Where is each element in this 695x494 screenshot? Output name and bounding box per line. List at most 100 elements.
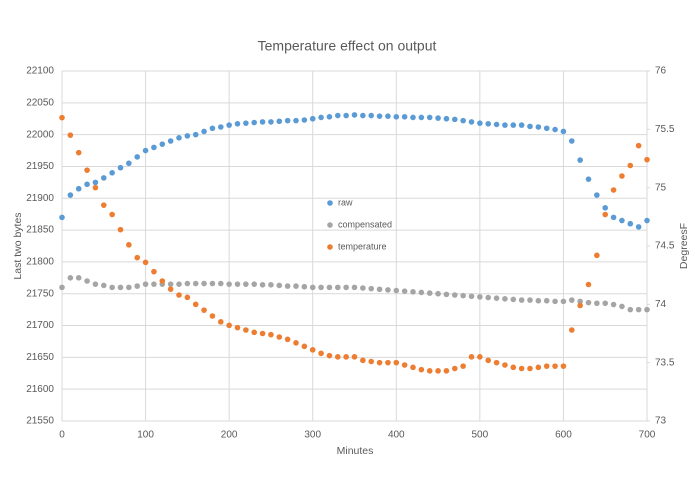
data-point xyxy=(75,275,82,281)
data-point xyxy=(84,167,90,173)
data-point xyxy=(326,284,333,291)
data-point xyxy=(234,281,241,287)
data-point xyxy=(435,290,441,297)
data-point xyxy=(560,363,567,369)
data-point xyxy=(594,192,600,198)
data-point xyxy=(234,324,241,331)
data-point xyxy=(360,357,366,364)
data-point xyxy=(610,187,617,193)
data-point xyxy=(309,115,316,122)
data-point xyxy=(209,280,216,287)
data-point xyxy=(134,283,141,289)
data-point xyxy=(151,281,157,287)
data-point xyxy=(527,365,533,372)
data-point xyxy=(451,116,458,123)
data-point xyxy=(451,365,458,372)
data-point xyxy=(309,284,316,291)
data-point xyxy=(485,121,492,127)
data-point xyxy=(527,297,533,303)
data-point xyxy=(543,363,550,369)
data-point xyxy=(443,115,450,122)
data-point xyxy=(385,287,391,293)
data-point xyxy=(368,285,375,292)
data-point xyxy=(326,352,333,359)
data-point xyxy=(568,327,575,333)
data-point xyxy=(627,162,634,169)
x-tick-label: 600 xyxy=(555,430,572,441)
data-point xyxy=(410,114,416,121)
y-tick-label: 21750 xyxy=(26,288,54,299)
data-point xyxy=(59,114,65,121)
data-point xyxy=(276,118,283,125)
data-point xyxy=(594,300,600,307)
data-point xyxy=(167,281,174,287)
data-point xyxy=(268,119,274,125)
y-tick-label: 21650 xyxy=(26,352,54,363)
data-point xyxy=(276,334,283,340)
data-point xyxy=(644,217,650,224)
data-point xyxy=(610,214,617,221)
y2-tick-label: 76 xyxy=(655,66,667,77)
data-point xyxy=(401,114,408,120)
data-point xyxy=(75,185,82,192)
data-point xyxy=(426,114,433,121)
data-point xyxy=(259,282,266,288)
data-point xyxy=(443,291,450,298)
data-point xyxy=(217,319,224,325)
data-point xyxy=(142,147,149,154)
data-point xyxy=(184,280,191,287)
data-point xyxy=(518,297,525,303)
data-point xyxy=(326,114,333,120)
legend-label: temperature xyxy=(338,241,387,251)
data-point xyxy=(577,302,583,309)
data-point xyxy=(92,184,99,191)
data-point xyxy=(92,179,99,186)
data-point xyxy=(334,112,341,119)
data-point xyxy=(376,286,383,293)
data-point xyxy=(493,359,500,366)
data-point xyxy=(126,242,132,248)
data-point xyxy=(635,224,642,230)
data-point xyxy=(192,301,199,308)
data-point xyxy=(201,280,207,287)
data-point xyxy=(493,121,500,128)
y2-tick-label: 73.5 xyxy=(655,357,675,368)
x-tick-label: 500 xyxy=(472,430,489,441)
data-point xyxy=(560,298,567,305)
data-point xyxy=(59,214,65,221)
data-point xyxy=(234,121,241,127)
data-point xyxy=(284,283,291,289)
data-point xyxy=(192,131,199,138)
data-point xyxy=(351,354,358,360)
data-point xyxy=(543,297,550,304)
data-point xyxy=(644,306,650,313)
data-point xyxy=(602,300,609,307)
data-point xyxy=(67,275,74,281)
data-point xyxy=(351,284,358,291)
data-point xyxy=(393,114,400,120)
chart-title: Temperature effect on output xyxy=(258,38,437,54)
data-point xyxy=(59,284,65,291)
data-point xyxy=(485,294,492,301)
data-point xyxy=(117,226,124,233)
y-tick-label: 22050 xyxy=(26,97,54,108)
data-point xyxy=(401,362,408,368)
legend-marker xyxy=(327,244,333,250)
data-point xyxy=(393,287,400,294)
data-point xyxy=(109,284,115,291)
data-point xyxy=(477,354,483,360)
data-point xyxy=(67,192,74,198)
data-point xyxy=(602,211,609,218)
data-point xyxy=(602,205,609,211)
data-point xyxy=(259,330,266,337)
data-point xyxy=(293,340,299,346)
data-point xyxy=(100,282,107,289)
data-point xyxy=(460,363,466,369)
data-point xyxy=(84,278,90,284)
data-point xyxy=(226,122,232,128)
data-point xyxy=(184,294,191,301)
data-point xyxy=(243,327,249,333)
data-point xyxy=(418,114,425,121)
data-point xyxy=(117,164,124,171)
